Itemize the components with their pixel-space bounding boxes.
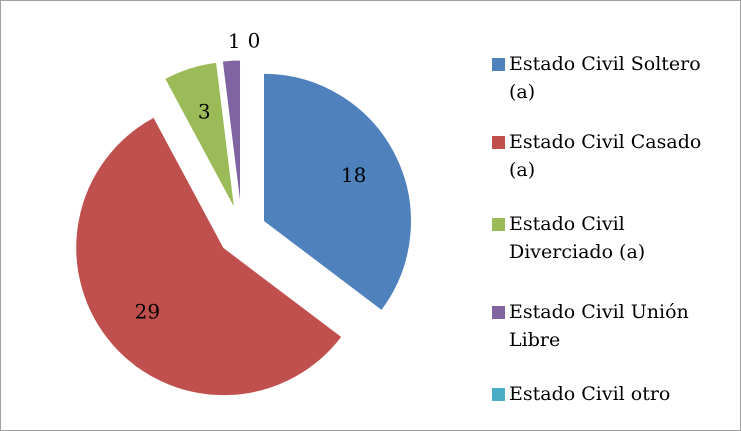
data-label: 29 — [135, 300, 160, 324]
legend-swatch — [492, 388, 505, 401]
legend-label: Estado Civil Diverciado (a) — [509, 213, 646, 263]
pie-slice — [164, 61, 236, 210]
legend-label: Estado Civil Soltero (a) — [509, 53, 701, 103]
legend-swatch — [492, 58, 505, 71]
legend-swatch — [492, 218, 505, 231]
legend-swatch — [492, 306, 505, 319]
legend-item: Estado Civil otro — [492, 380, 732, 408]
data-label: 3 — [198, 100, 211, 124]
data-label: 18 — [341, 163, 366, 187]
legend-label: Estado Civil Unión Libre — [509, 301, 689, 351]
data-label: 1 — [228, 29, 241, 53]
pie-slice — [221, 59, 242, 209]
legend-item: Estado Civil Diverciado (a) — [492, 210, 732, 266]
legend-item: Estado Civil Casado (a) — [492, 128, 732, 184]
legend-item: Estado Civil Soltero (a) — [492, 50, 732, 106]
legend-label: Estado Civil Casado (a) — [509, 131, 702, 181]
pie-slice — [75, 116, 343, 397]
legend-item: Estado Civil Unión Libre — [492, 298, 732, 354]
legend-label: Estado Civil otro — [509, 383, 671, 405]
legend-swatch — [492, 136, 505, 149]
data-label: 0 — [248, 29, 261, 53]
pie-slice — [262, 72, 412, 312]
